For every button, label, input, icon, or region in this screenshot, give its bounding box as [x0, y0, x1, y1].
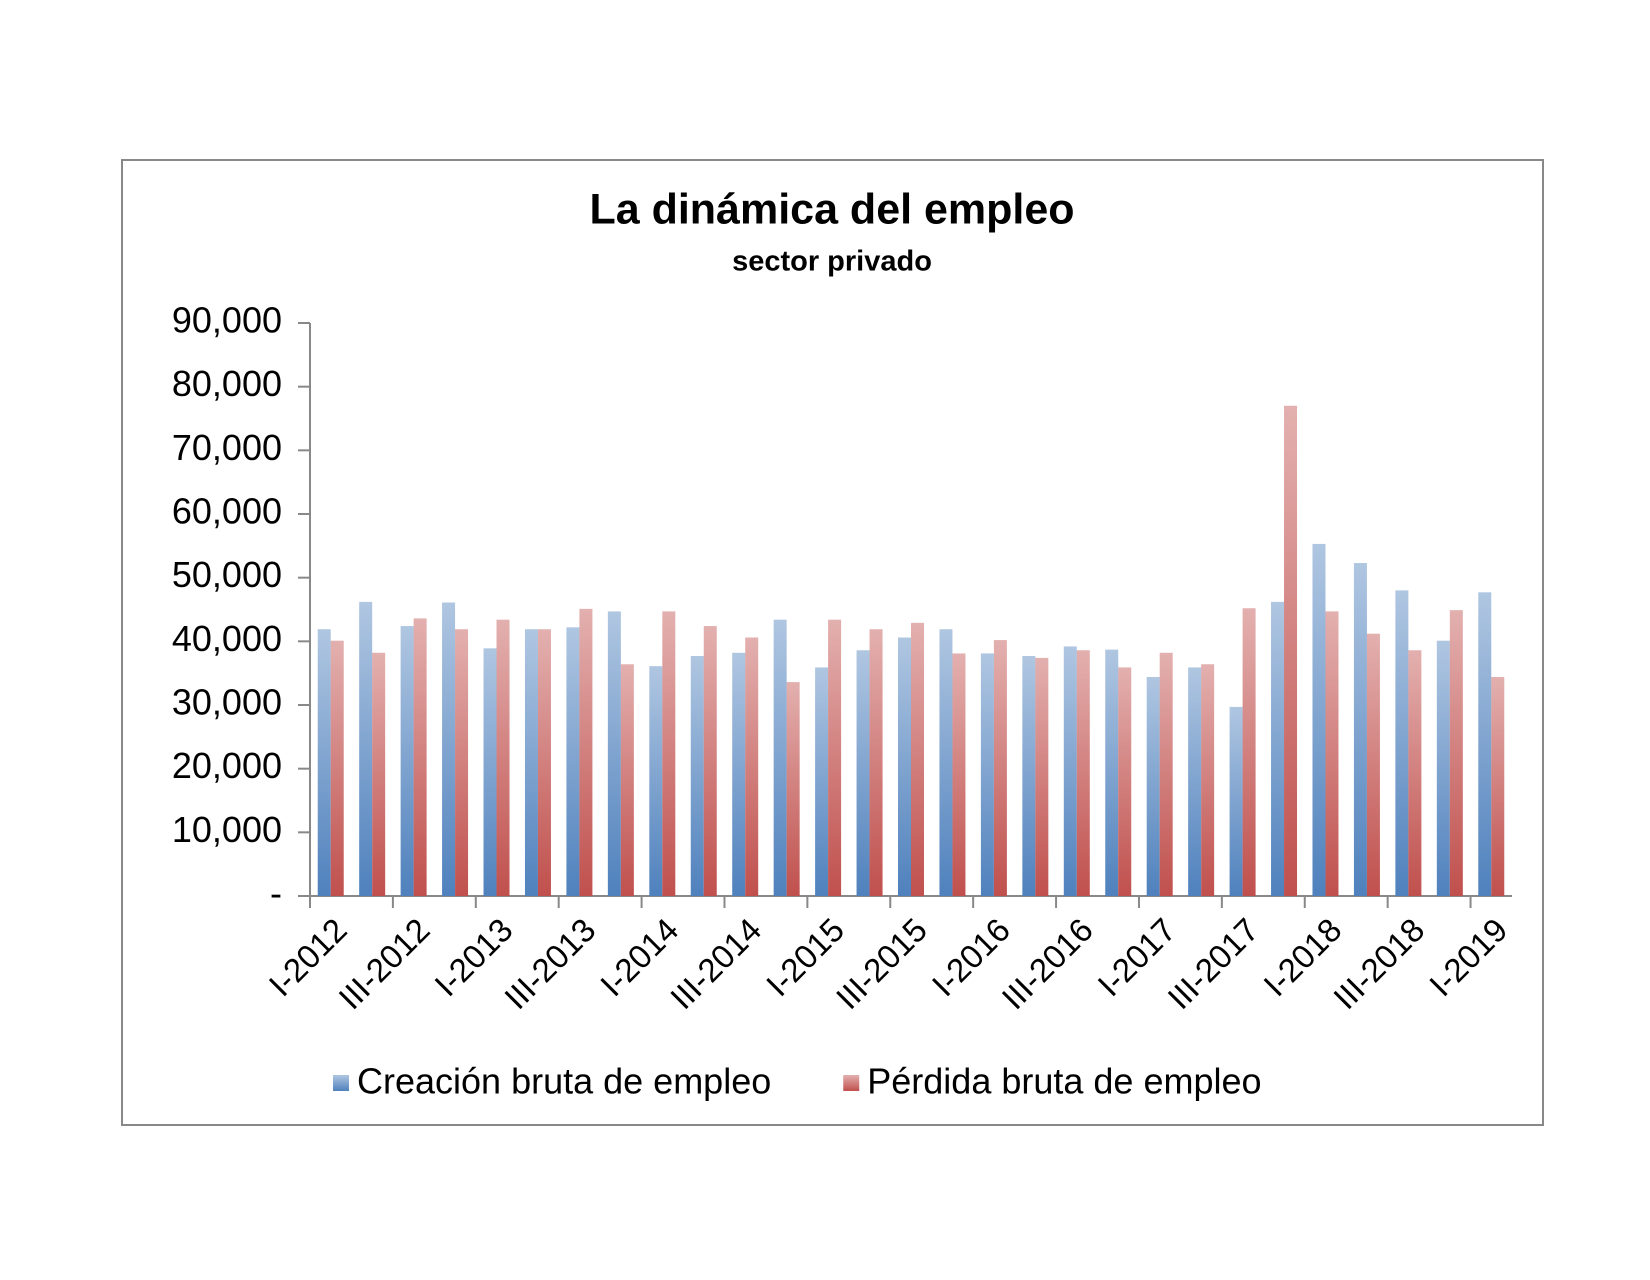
bar [579, 608, 593, 896]
y-tick-label: 20,000 [172, 745, 282, 786]
bar [1353, 563, 1367, 896]
bar [1436, 640, 1450, 896]
bar [607, 611, 621, 896]
bar [1063, 646, 1077, 896]
bar [413, 618, 427, 896]
bar [773, 619, 787, 896]
bar [400, 626, 414, 896]
bar [980, 653, 994, 896]
bar [952, 653, 966, 896]
y-tick-label: 80,000 [172, 363, 282, 404]
bar [537, 629, 551, 896]
bar [1159, 652, 1173, 896]
bar [1478, 592, 1492, 896]
chart-title: La dinámica del empleo [589, 185, 1074, 233]
bar [496, 619, 510, 896]
bar [359, 601, 373, 896]
bar [1188, 667, 1202, 896]
bar [1118, 667, 1132, 896]
y-tick-label: - [270, 873, 282, 914]
bar [1449, 610, 1463, 896]
legend-label: Creación bruta de empleo [357, 1061, 771, 1102]
bar [1491, 676, 1505, 896]
bar [1312, 543, 1326, 896]
legend-label: Pérdida bruta de empleo [867, 1061, 1261, 1102]
bar [1035, 657, 1049, 896]
bar [1105, 649, 1119, 896]
bar [566, 627, 580, 896]
bar [330, 640, 344, 896]
bar [690, 655, 704, 896]
chart-subtitle: sector privado [732, 246, 932, 278]
bar [786, 682, 800, 896]
bar [442, 602, 456, 896]
bar [372, 652, 386, 896]
bar [317, 629, 331, 896]
bar [1022, 655, 1036, 896]
y-tick-label: 40,000 [172, 618, 282, 659]
bar [828, 619, 842, 896]
bar [662, 611, 676, 896]
bar [898, 637, 911, 896]
bar [649, 666, 663, 896]
y-tick-label: 70,000 [172, 427, 282, 468]
bar [856, 650, 870, 896]
bar [620, 664, 634, 896]
legend-swatch [843, 1075, 860, 1091]
bar [1325, 611, 1339, 896]
bar [1395, 590, 1409, 896]
y-tick-label: 50,000 [172, 554, 282, 595]
bar [745, 637, 759, 896]
bar [911, 622, 924, 896]
bar [939, 629, 953, 896]
bar [1229, 706, 1243, 896]
y-tick-label: 30,000 [172, 682, 282, 723]
y-tick-label: 60,000 [172, 491, 282, 532]
bar [993, 640, 1007, 896]
bar [1408, 650, 1422, 896]
bar [732, 652, 746, 896]
y-tick-label: 90,000 [172, 300, 282, 341]
bar [455, 629, 469, 896]
bar [1076, 650, 1090, 896]
bar [483, 648, 497, 896]
bar [524, 629, 538, 896]
bar [1366, 633, 1380, 896]
bar [703, 626, 717, 896]
bar [1146, 676, 1160, 896]
bar [1201, 664, 1215, 896]
legend-swatch [333, 1075, 349, 1091]
bar [1284, 405, 1298, 896]
bar [1271, 601, 1285, 896]
y-tick-label: 10,000 [172, 809, 282, 850]
bar [815, 667, 829, 896]
bar [869, 629, 883, 896]
bar [1242, 608, 1256, 896]
